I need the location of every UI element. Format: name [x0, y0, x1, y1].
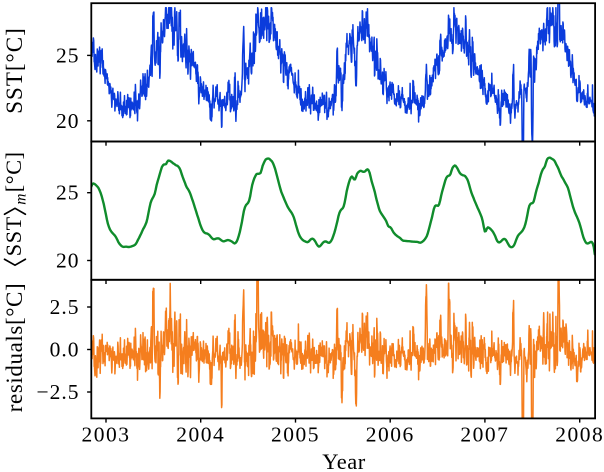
svg-text:2008: 2008	[555, 423, 604, 447]
svg-text:residuals[°C]: residuals[°C]	[2, 283, 27, 412]
svg-text:20: 20	[56, 109, 80, 133]
svg-text:m: m	[13, 193, 30, 204]
svg-text:20: 20	[56, 249, 80, 273]
svg-text:Year: Year	[322, 449, 365, 472]
svg-text:0.0: 0.0	[50, 338, 80, 362]
svg-text:SST: SST	[1, 216, 26, 256]
svg-text:2005: 2005	[271, 423, 320, 447]
svg-text:−2.5: −2.5	[36, 380, 79, 404]
svg-text:25: 25	[56, 181, 80, 205]
svg-text:2006: 2006	[366, 423, 415, 447]
svg-text:2.5: 2.5	[50, 295, 80, 319]
svg-text:2004: 2004	[176, 423, 225, 447]
svg-text:2007: 2007	[460, 423, 509, 447]
svg-text:2003: 2003	[82, 423, 131, 447]
svg-text:SST[°C]: SST[°C]	[2, 27, 27, 114]
svg-text:25: 25	[56, 43, 80, 67]
svg-text:[°C]: [°C]	[1, 151, 26, 192]
